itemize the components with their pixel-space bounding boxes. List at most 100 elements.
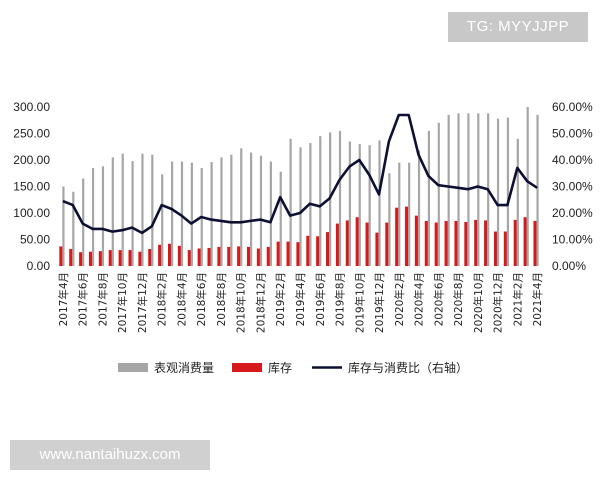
inventory-bar (335, 223, 339, 266)
ratio-line (62, 113, 538, 235)
legend-swatch-consumption (118, 363, 148, 372)
inventory-bar (503, 231, 507, 266)
inventory-bar (69, 249, 73, 266)
inventory-bar (148, 249, 152, 266)
inventory-bar (513, 219, 517, 266)
x-axis-tick-label: 2018年10月 (235, 272, 248, 333)
inventory-bar (296, 242, 300, 266)
inventory-bar (434, 222, 438, 266)
inventory-bar (197, 248, 201, 266)
inventory-bars (59, 206, 537, 266)
consumption-bar (190, 162, 193, 266)
consumption-bar (101, 166, 105, 266)
inventory-bar (316, 236, 320, 266)
x-axis-tick-label: 2017年4月 (57, 272, 70, 326)
consumption-bar (378, 140, 381, 266)
consumption-bar (230, 154, 233, 266)
consumption-bar (447, 114, 450, 266)
x-axis-tick-label: 2017年12月 (136, 272, 149, 333)
right-axis-tick-label: 60.00% (552, 100, 593, 114)
consumption-bar (427, 130, 431, 266)
consumption-bar (348, 141, 351, 266)
inventory-bar (247, 246, 251, 266)
inventory-bar (414, 215, 418, 266)
x-axis-tick-label: 2020年10月 (472, 272, 485, 333)
inventory-bar (88, 251, 92, 266)
consumption-bar (496, 118, 500, 266)
x-axis-tick-label: 2018年8月 (215, 272, 228, 326)
right-axis-tick-label: 0.00% (552, 259, 586, 273)
consumption-bar (388, 173, 391, 266)
inventory-bar (187, 250, 191, 266)
consumption-bar (161, 174, 164, 266)
inventory-bar (158, 244, 162, 266)
x-axis-tick-label: 2019年8月 (334, 272, 347, 326)
consumption-bar (250, 152, 253, 266)
consumption-bar (240, 148, 243, 266)
x-axis-tick-label: 2019年6月 (314, 272, 327, 326)
left-axis-tick-label: 100.00 (13, 206, 50, 220)
inventory-bar (464, 222, 468, 266)
inventory-bar (493, 231, 497, 266)
consumption-bar (358, 144, 361, 266)
consumption-bar (111, 157, 114, 266)
consumption-bar (526, 107, 529, 266)
left-axis-tick-label: 50.00 (20, 233, 50, 247)
consumption-bar (210, 162, 213, 266)
left-axis-ticks: 0.00 50.00 100.00 150.00 200.00 250.00 300.00 (13, 100, 50, 273)
x-axis-tick-label: 2017年10月 (116, 272, 129, 333)
x-axis-tick-label: 2018年12月 (254, 272, 267, 333)
consumption-bar (368, 145, 371, 266)
x-axis-tick-label: 2018年4月 (175, 272, 188, 326)
right-axis-tick-label: 30.00% (552, 180, 593, 194)
left-axis-tick-label: 300.00 (13, 100, 50, 114)
inventory-bar (365, 222, 369, 266)
x-axis-tick-label: 2018年2月 (156, 272, 169, 326)
inventory-bar (118, 250, 122, 266)
inventory-bar (355, 217, 359, 266)
x-axis-tick-label: 2021年2月 (511, 272, 524, 326)
legend-swatch-inventory (232, 363, 262, 372)
consumption-bar (62, 186, 65, 266)
x-axis-tick-label: 2021年4月 (531, 272, 544, 326)
consumption-bar (170, 161, 174, 266)
inventory-bar (227, 246, 231, 266)
consumption-bar (319, 136, 322, 266)
consumption-bar (536, 114, 539, 266)
inventory-bar (533, 220, 537, 266)
inventory-bar (167, 243, 171, 266)
right-axis-tick-label: 40.00% (552, 153, 593, 167)
consumption-bar (417, 150, 421, 266)
right-axis-ticks: 0.00% 10.00% 20.00% 30.00% 40.00% 50.00% 60.00… (552, 100, 593, 273)
consumption-bar (477, 113, 480, 266)
inventory-bar (207, 247, 211, 266)
inventory-bar (266, 246, 270, 266)
left-axis-tick-label: 150.00 (13, 180, 50, 194)
right-axis-tick-label: 10.00% (552, 233, 593, 247)
x-axis-tick-label: 2020年8月 (452, 272, 465, 326)
inventory-bar (444, 220, 448, 266)
x-axis-tick-label: 2020年4月 (413, 272, 426, 326)
x-axis-tick-label: 2019年12月 (373, 272, 386, 333)
x-axis-ticks: 2017年4月 2017年6月 2017年8月 2017年10月 2017年12月 201… (57, 272, 544, 333)
consumption-bar (91, 167, 95, 266)
consumption-bar (121, 153, 124, 266)
x-axis-tick-label: 2019年10月 (353, 272, 366, 333)
x-axis-tick-label: 2020年2月 (393, 272, 406, 326)
inventory-bar (108, 250, 112, 266)
x-axis-tick-label: 2019年2月 (274, 272, 287, 326)
consumption-bar (457, 113, 460, 266)
inventory-bar (286, 241, 290, 266)
inventory-bar (395, 207, 399, 266)
consumption-bar (220, 157, 223, 266)
consumption-bar (289, 138, 292, 266)
x-axis-tick-label: 2020年6月 (432, 272, 445, 326)
left-axis-tick-label: 250.00 (13, 127, 50, 141)
inventory-bar (237, 246, 241, 266)
consumption-bar (506, 117, 510, 266)
inventory-bar (128, 250, 132, 266)
right-axis-tick-label: 20.00% (552, 206, 593, 220)
consumption-bar (437, 122, 440, 267)
consumption-bar (131, 161, 134, 266)
inventory-bar (405, 206, 409, 266)
